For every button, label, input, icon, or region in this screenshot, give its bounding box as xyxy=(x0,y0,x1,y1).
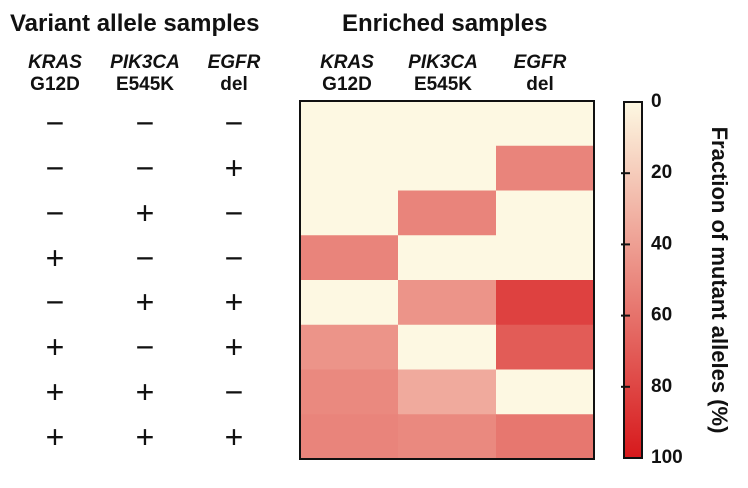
plus-sign: + xyxy=(135,284,155,321)
heatmap-border xyxy=(299,100,595,460)
heatmap-cell xyxy=(398,190,497,236)
colorbar-tick-label: 40 xyxy=(651,233,672,254)
variant-col-header-egfr: EGFR del xyxy=(184,52,284,96)
heatmap-cell xyxy=(300,190,399,236)
plus-sign: + xyxy=(224,284,244,321)
variant-allele-title: Variant allele samples xyxy=(10,10,260,37)
heatmap-cell xyxy=(300,369,399,415)
variant-col-gene: PIK3CA xyxy=(110,52,180,73)
plus-sign: + xyxy=(135,194,155,231)
heatmap-cell xyxy=(398,235,497,281)
heatmap-col-header-kras: KRAS G12D xyxy=(297,52,397,96)
minus-sign: − xyxy=(45,194,65,231)
variant-col-gene: EGFR xyxy=(207,52,261,73)
variant-col-mutation: E545K xyxy=(115,74,175,95)
heatmap-col-gene: KRAS xyxy=(320,52,374,73)
enriched-samples-title: Enriched samples xyxy=(342,10,548,37)
heatmap-cell xyxy=(496,101,595,147)
plus-sign: + xyxy=(45,329,65,366)
variant-col-mutation: del xyxy=(220,74,248,95)
colorbar xyxy=(623,101,643,459)
heatmap-cell xyxy=(300,324,399,370)
minus-sign: − xyxy=(135,105,155,142)
heatmap-cell xyxy=(300,101,399,147)
heatmap-cell xyxy=(496,190,595,236)
colorbar-tick-label: 100 xyxy=(651,447,683,468)
heatmap-cell xyxy=(398,414,497,460)
heatmap-col-header-pik3ca: PIK3CA E545K xyxy=(393,52,493,96)
heatmap-cell xyxy=(300,145,399,191)
colorbar-tick-label: 20 xyxy=(651,162,672,183)
variant-col-header-pik3ca: PIK3CA E545K xyxy=(95,52,195,96)
heatmap-cell xyxy=(300,235,399,281)
heatmap-cell xyxy=(496,280,595,326)
plus-sign: + xyxy=(45,239,65,276)
plus-sign: + xyxy=(45,418,65,455)
minus-sign: − xyxy=(224,239,244,276)
heatmap-cell xyxy=(398,101,497,147)
plus-sign: + xyxy=(135,373,155,410)
minus-sign: − xyxy=(135,239,155,276)
heatmap-cell xyxy=(398,145,497,191)
heatmap-cell xyxy=(496,324,595,370)
heatmap-col-header-egfr: EGFR del xyxy=(490,52,590,96)
variant-col-header-kras: KRAS G12D xyxy=(5,52,105,96)
plus-sign: + xyxy=(224,150,244,187)
plus-sign: + xyxy=(45,373,65,410)
heatmap-col-gene: PIK3CA xyxy=(408,52,478,73)
heatmap-cell xyxy=(496,414,595,460)
minus-sign: − xyxy=(135,329,155,366)
heatmap-cell xyxy=(496,369,595,415)
heatmap-col-mutation: del xyxy=(526,74,554,95)
heatmap-cell xyxy=(398,280,497,326)
minus-sign: − xyxy=(45,105,65,142)
heatmap-cell xyxy=(398,324,497,370)
minus-sign: − xyxy=(45,284,65,321)
variant-col-mutation: G12D xyxy=(30,74,80,95)
heatmap-cell xyxy=(300,414,399,460)
minus-sign: − xyxy=(224,105,244,142)
variant-col-gene: KRAS xyxy=(28,52,82,73)
heatmap-cell xyxy=(300,280,399,326)
heatmap-col-gene: EGFR xyxy=(513,52,567,73)
minus-sign: − xyxy=(45,150,65,187)
heatmap-cell xyxy=(398,369,497,415)
heatmap-col-mutation: G12D xyxy=(322,74,372,95)
plus-sign: + xyxy=(224,329,244,366)
minus-sign: − xyxy=(224,194,244,231)
heatmap-cell xyxy=(496,235,595,281)
colorbar-tick-label: 60 xyxy=(651,305,672,326)
colorbar-label: Fraction of mutant alleles (%) xyxy=(707,127,732,434)
minus-sign: − xyxy=(135,150,155,187)
heatmap-col-mutation: E545K xyxy=(413,74,473,95)
plus-sign: + xyxy=(135,418,155,455)
colorbar-tick-label: 80 xyxy=(651,376,672,397)
plus-sign: + xyxy=(224,418,244,455)
colorbar-tick-label: 0 xyxy=(651,91,662,112)
minus-sign: − xyxy=(224,373,244,410)
heatmap-cell xyxy=(496,145,595,191)
